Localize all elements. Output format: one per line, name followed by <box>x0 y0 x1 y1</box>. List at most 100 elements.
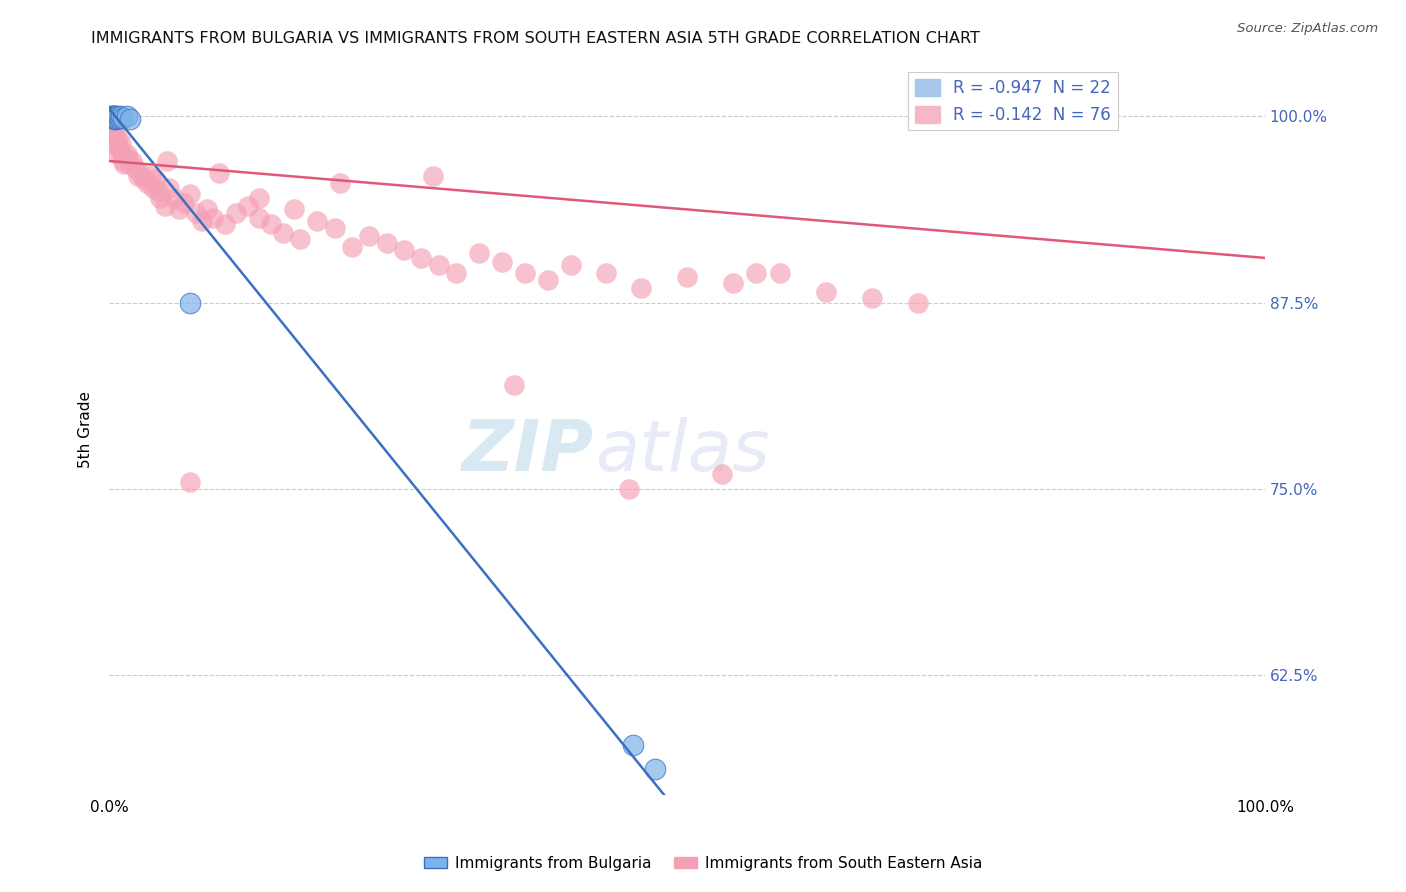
Point <box>103 109 125 123</box>
Point <box>271 226 294 240</box>
Point <box>621 739 644 753</box>
Point <box>184 206 207 220</box>
Point <box>329 177 352 191</box>
Point <box>560 258 582 272</box>
Point <box>359 228 381 243</box>
Point <box>103 121 125 136</box>
Point <box>104 127 127 141</box>
Point <box>145 172 167 186</box>
Point <box>115 109 138 123</box>
Point <box>190 213 212 227</box>
Point <box>118 112 141 127</box>
Point <box>392 244 415 258</box>
Point <box>110 136 132 150</box>
Point <box>105 109 128 123</box>
Point <box>101 111 124 125</box>
Point <box>427 258 450 272</box>
Point <box>110 109 132 123</box>
Point <box>340 240 363 254</box>
Legend: Immigrants from Bulgaria, Immigrants from South Eastern Asia: Immigrants from Bulgaria, Immigrants fro… <box>418 850 988 877</box>
Point <box>814 285 837 300</box>
Point <box>112 157 135 171</box>
Point <box>107 131 129 145</box>
Point <box>860 291 883 305</box>
Point <box>132 172 155 186</box>
Point <box>644 763 666 777</box>
Point <box>121 153 143 168</box>
Point <box>167 202 190 216</box>
Point <box>179 186 201 201</box>
Point <box>323 221 346 235</box>
Point <box>104 109 127 123</box>
Point <box>249 211 271 225</box>
Point <box>173 195 195 210</box>
Text: atlas: atlas <box>595 417 769 486</box>
Point <box>179 295 201 310</box>
Point <box>595 266 617 280</box>
Point <box>225 206 247 220</box>
Point <box>136 177 159 191</box>
Point <box>101 109 124 123</box>
Point <box>118 157 141 171</box>
Point <box>101 109 124 123</box>
Point <box>208 166 231 180</box>
Point <box>676 270 699 285</box>
Y-axis label: 5th Grade: 5th Grade <box>79 391 93 468</box>
Point <box>202 211 225 225</box>
Point <box>100 111 122 125</box>
Point <box>117 151 139 165</box>
Point <box>307 213 329 227</box>
Point <box>105 146 128 161</box>
Point <box>283 202 305 216</box>
Point <box>112 153 135 168</box>
Point <box>115 146 138 161</box>
Point <box>723 277 745 291</box>
Point <box>105 139 128 153</box>
Point <box>214 217 236 231</box>
Point <box>108 142 131 156</box>
Point <box>768 266 790 280</box>
Text: IMMIGRANTS FROM BULGARIA VS IMMIGRANTS FROM SOUTH EASTERN ASIA 5TH GRADE CORRELA: IMMIGRANTS FROM BULGARIA VS IMMIGRANTS F… <box>91 31 980 46</box>
Point <box>100 109 122 123</box>
Point <box>236 199 259 213</box>
Point <box>108 111 131 125</box>
Point <box>630 281 652 295</box>
Point <box>197 202 219 216</box>
Point <box>249 191 271 205</box>
Point <box>502 377 524 392</box>
Point <box>468 246 491 260</box>
Point <box>745 266 768 280</box>
Point <box>153 199 176 213</box>
Point <box>907 295 929 310</box>
Point <box>129 166 152 180</box>
Point <box>146 184 169 198</box>
Point <box>107 109 129 123</box>
Point <box>515 266 537 280</box>
Point <box>156 153 179 168</box>
Point <box>491 255 513 269</box>
Point <box>111 146 134 161</box>
Point <box>411 251 433 265</box>
Point <box>179 475 201 489</box>
Point <box>422 169 444 183</box>
Point <box>163 191 186 205</box>
Text: Source: ZipAtlas.com: Source: ZipAtlas.com <box>1237 22 1378 36</box>
Point <box>537 273 560 287</box>
Point <box>105 112 128 127</box>
Point <box>619 482 641 496</box>
Point <box>142 181 165 195</box>
Point <box>104 111 127 125</box>
Point <box>444 266 467 280</box>
Point <box>112 111 135 125</box>
Point <box>288 231 311 245</box>
Point <box>100 124 122 138</box>
Point <box>139 169 162 183</box>
Point <box>127 169 149 183</box>
Point <box>100 109 122 123</box>
Point <box>149 191 172 205</box>
Legend: R = -0.947  N = 22, R = -0.142  N = 76: R = -0.947 N = 22, R = -0.142 N = 76 <box>908 72 1118 130</box>
Point <box>375 235 398 250</box>
Point <box>105 111 128 125</box>
Point <box>124 161 146 176</box>
Point <box>103 112 125 127</box>
